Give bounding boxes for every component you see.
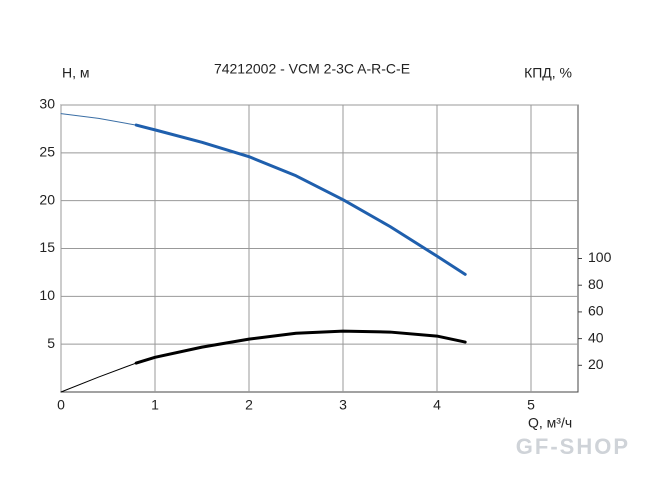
y-tick-label: 20 xyxy=(39,191,55,207)
y-axis-label: H, м xyxy=(62,65,90,81)
y2-tick-label: 40 xyxy=(588,329,604,345)
y2-tick-label: 60 xyxy=(588,303,604,319)
x-tick-label: 5 xyxy=(527,397,535,413)
y2-axis-label: КПД, % xyxy=(524,65,572,81)
x-tick-label: 0 xyxy=(57,397,65,413)
y-tick-label: 15 xyxy=(39,239,55,255)
curve xyxy=(60,362,137,393)
y-tick-label: 5 xyxy=(47,335,55,351)
y-tick-label: 25 xyxy=(39,144,55,160)
x-tick-label: 1 xyxy=(151,397,159,413)
curve xyxy=(134,123,467,276)
x-tick-label: 2 xyxy=(245,397,253,413)
curve xyxy=(134,329,467,365)
y-tick-label: 10 xyxy=(39,287,55,303)
y2-tick-label: 20 xyxy=(588,356,604,372)
x-axis-label: Q, м³/ч xyxy=(528,415,572,431)
curve xyxy=(60,113,137,126)
x-tick-label: 4 xyxy=(433,397,441,413)
chart-title: 74212002 - VCM 2-3C A-R-C-E xyxy=(214,61,410,77)
y-tick-label: 30 xyxy=(39,96,55,112)
x-tick-label: 3 xyxy=(339,397,347,413)
watermark: GF-SHOP xyxy=(516,434,630,459)
y2-tick-label: 80 xyxy=(588,276,604,292)
y2-tick-label: 100 xyxy=(588,249,612,265)
